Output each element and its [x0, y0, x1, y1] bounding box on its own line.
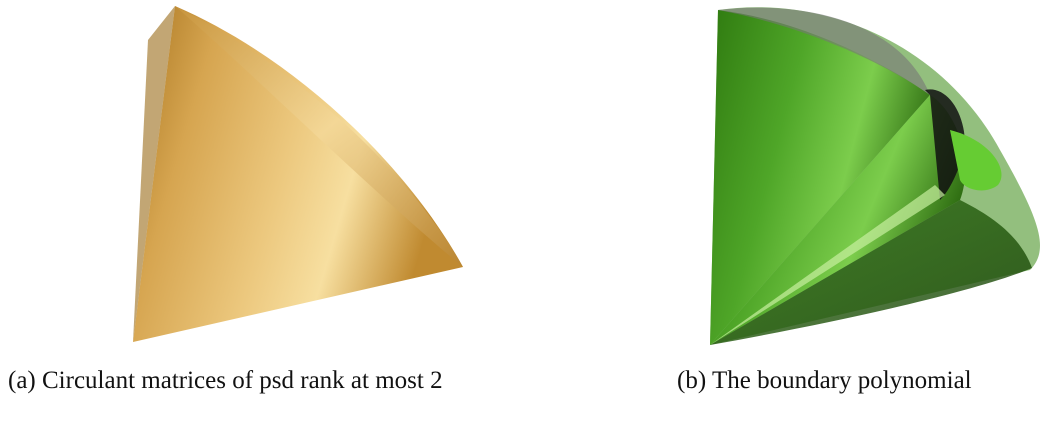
caption: (b) The boundary polynomial: [677, 367, 972, 394]
green-cones: [710, 7, 1040, 345]
caption: (a) Circulant matrices of psd rank at mo…: [8, 367, 443, 394]
gold-cone: [133, 6, 463, 342]
